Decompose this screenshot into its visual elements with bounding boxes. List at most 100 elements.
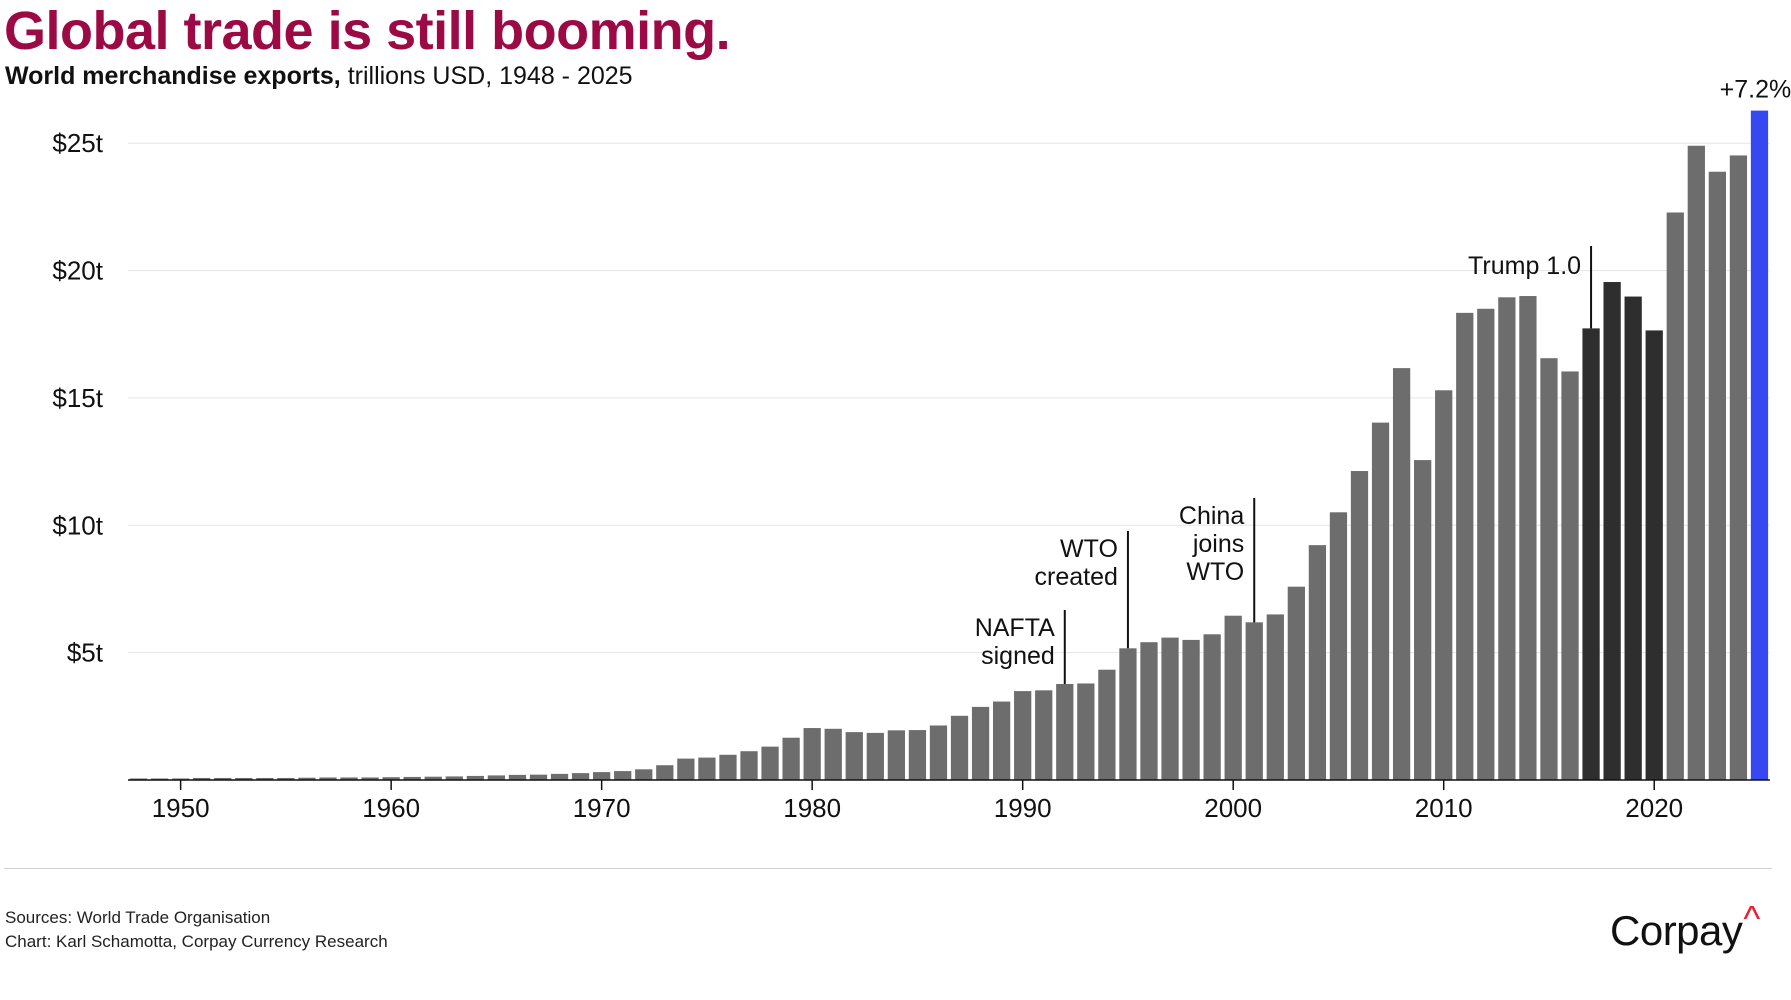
bar-1995 bbox=[1119, 648, 1137, 780]
x-tick-label: 1980 bbox=[783, 793, 841, 823]
bar-1976 bbox=[719, 754, 737, 780]
bar-1971 bbox=[614, 771, 632, 780]
chart-subtitle: World merchandise exports, trillions USD… bbox=[5, 62, 633, 91]
bar-1950 bbox=[171, 778, 190, 780]
bar-2008 bbox=[1392, 368, 1411, 780]
bar-2020 bbox=[1645, 330, 1663, 780]
bar-2005 bbox=[1329, 512, 1348, 780]
annotation-label: WTO bbox=[1060, 535, 1118, 563]
bar-1948 bbox=[129, 778, 148, 780]
bar-1983 bbox=[866, 732, 884, 780]
subtitle-units: trillions USD, 1948 - 2025 bbox=[340, 62, 633, 90]
bar-1970 bbox=[593, 772, 611, 780]
gridlines bbox=[128, 142, 1770, 654]
x-tick-label: 1970 bbox=[573, 793, 631, 823]
bar-1998 bbox=[1182, 639, 1200, 780]
bar-1988 bbox=[971, 706, 990, 780]
x-tick-label: 2010 bbox=[1415, 793, 1473, 823]
footer-sources: Sources: World Trade Organisation Chart:… bbox=[5, 906, 388, 954]
annotation-label: signed bbox=[981, 642, 1055, 670]
bar-1985 bbox=[908, 730, 927, 780]
y-tick-label: $5t bbox=[67, 638, 104, 668]
y-tick-label: $15t bbox=[52, 383, 103, 413]
bar-chart: $5t $10t $15t $20t $25t 1950 1960 1970 1980 1990… bbox=[52, 76, 1791, 823]
bar-1989 bbox=[992, 701, 1011, 780]
y-axis-tick-labels: $5t $10t $15t $20t $25t bbox=[52, 128, 103, 667]
bar-2024 bbox=[1729, 155, 1748, 780]
bar-1956 bbox=[298, 777, 316, 780]
bar-2004 bbox=[1308, 545, 1327, 780]
bar-2025 bbox=[1750, 110, 1769, 781]
bar-1949 bbox=[150, 778, 169, 780]
bar-2007 bbox=[1371, 422, 1390, 780]
y-tick-label: $20t bbox=[52, 256, 103, 286]
bar-2009 bbox=[1414, 460, 1432, 780]
bar-1969 bbox=[571, 773, 590, 780]
bar-2014 bbox=[1519, 296, 1537, 780]
bar-1974 bbox=[677, 758, 695, 780]
bar-1961 bbox=[403, 776, 421, 780]
x-tick-label: 1990 bbox=[994, 793, 1052, 823]
bar-2016 bbox=[1561, 371, 1579, 780]
bar-1963 bbox=[445, 776, 463, 780]
bar-1954 bbox=[256, 777, 274, 780]
bar-2001 bbox=[1245, 622, 1263, 780]
bar-2011 bbox=[1456, 312, 1474, 780]
annotation-label: China bbox=[1179, 502, 1244, 530]
bar-1951 bbox=[193, 777, 211, 780]
bar-2019 bbox=[1624, 296, 1642, 780]
bar-1994 bbox=[1098, 669, 1116, 780]
bar-1991 bbox=[1035, 690, 1053, 780]
bar-1958 bbox=[340, 777, 358, 780]
bar-2022 bbox=[1687, 145, 1705, 781]
bar-2015 bbox=[1540, 358, 1558, 780]
x-tick-label: 1950 bbox=[152, 793, 210, 823]
x-tick-label: 2000 bbox=[1204, 793, 1262, 823]
bar-1962 bbox=[424, 776, 442, 780]
annotation-label: WTO bbox=[1186, 558, 1244, 586]
bar-1968 bbox=[550, 773, 569, 780]
sources-text: Sources: World Trade Organisation bbox=[5, 908, 271, 927]
bar-1973 bbox=[656, 765, 674, 780]
bar-2012 bbox=[1477, 308, 1495, 780]
bar-1978 bbox=[761, 746, 779, 780]
bar-2000 bbox=[1224, 615, 1242, 780]
bar-1981 bbox=[824, 728, 842, 780]
y-tick-label: $25t bbox=[52, 128, 103, 158]
x-tick-label: 2020 bbox=[1625, 793, 1683, 823]
footer-divider bbox=[4, 868, 1772, 869]
bar-1972 bbox=[635, 769, 653, 780]
subtitle-measure: World merchandise exports, bbox=[5, 62, 341, 90]
logo-caret-icon: ^ bbox=[1743, 898, 1760, 939]
bar-1993 bbox=[1077, 683, 1095, 780]
bar-1960 bbox=[382, 777, 400, 780]
annotation-label: NAFTA bbox=[975, 614, 1055, 642]
annotation-label: created bbox=[1035, 563, 1118, 591]
bar-2023 bbox=[1708, 171, 1727, 781]
bar-1996 bbox=[1140, 642, 1158, 780]
bar-2006 bbox=[1350, 471, 1369, 780]
chart-title: Global trade is still booming. bbox=[4, 1, 731, 61]
bar-1952 bbox=[214, 777, 232, 780]
bar-1982 bbox=[845, 732, 863, 780]
bar-1977 bbox=[740, 751, 758, 780]
logo-wordmark: Corpay bbox=[1610, 907, 1743, 954]
bar-1987 bbox=[950, 715, 969, 780]
bar-1966 bbox=[508, 774, 527, 780]
bar-2018 bbox=[1603, 282, 1621, 780]
bar-2002 bbox=[1266, 614, 1284, 780]
bar-1965 bbox=[487, 775, 506, 780]
bar-1955 bbox=[277, 777, 295, 780]
bar-1975 bbox=[698, 757, 716, 780]
bar-1984 bbox=[887, 730, 906, 780]
bar-1986 bbox=[929, 725, 948, 780]
bar-1999 bbox=[1203, 634, 1221, 780]
bar-1979 bbox=[782, 737, 800, 780]
bar-2003 bbox=[1287, 586, 1305, 780]
bar-1964 bbox=[466, 775, 484, 780]
corpay-logo: Corpay^ bbox=[1610, 898, 1760, 955]
y-tick-label: $10t bbox=[52, 510, 103, 540]
credit-text: Chart: Karl Schamotta, Corpay Currency R… bbox=[5, 932, 388, 951]
bar-2021 bbox=[1666, 212, 1684, 780]
bar-1990 bbox=[1014, 691, 1032, 780]
